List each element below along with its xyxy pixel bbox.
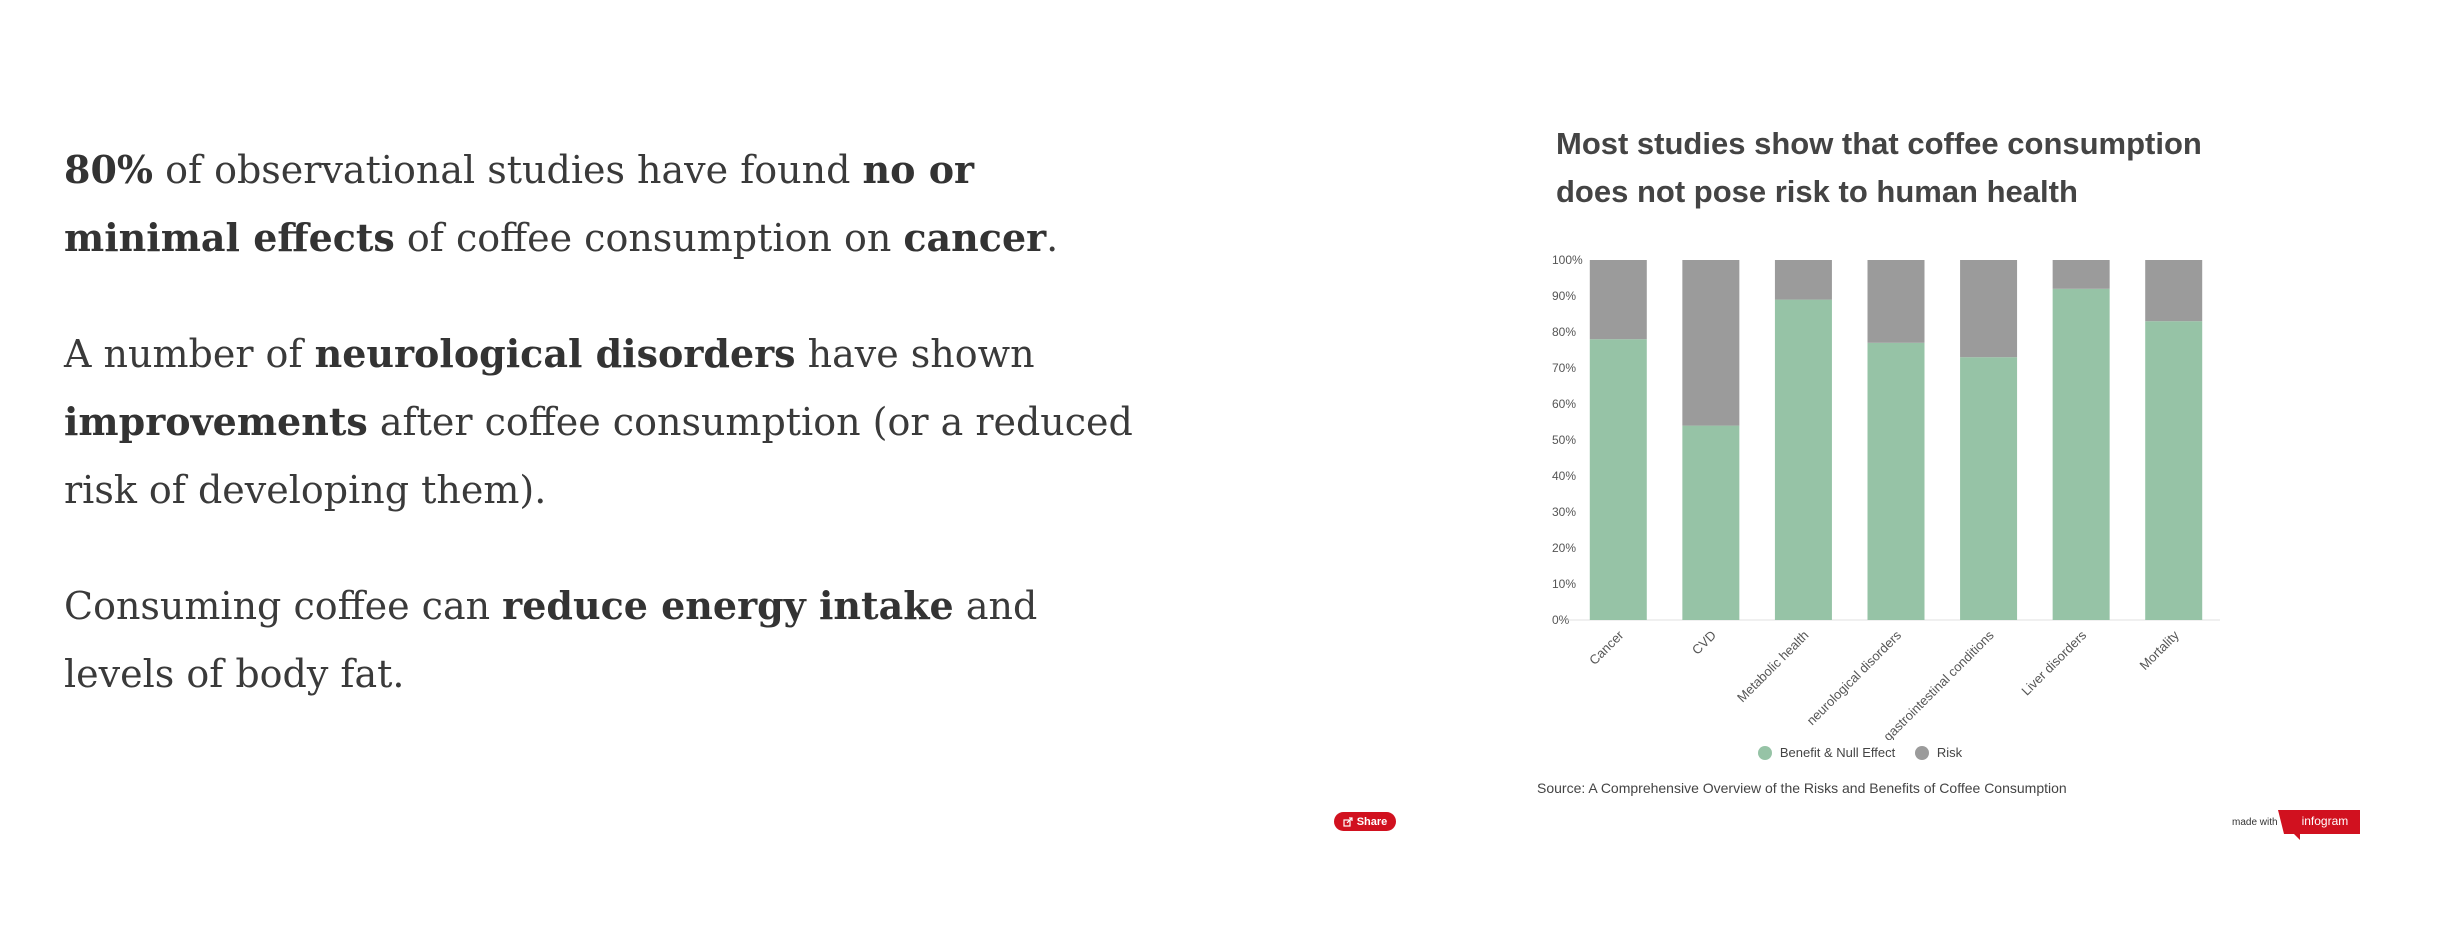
bold-text: cancer [903, 215, 1047, 260]
legend-item-benefit[interactable]: Benefit & Null Effect [1757, 745, 1896, 760]
y-tick-label: 60% [1552, 397, 1576, 411]
y-tick-label: 10% [1552, 577, 1576, 591]
chart-title: Most studies show that coffee consumptio… [1556, 126, 2202, 209]
bold-text: no or minimal effects [64, 147, 975, 260]
made-with-infogram-link[interactable]: made with infogram [2232, 810, 2361, 840]
text-run: and levels of body fat. [64, 584, 1038, 696]
x-tick-label: Metabolic health [1734, 628, 1812, 706]
x-tick-label: CVD [1689, 628, 1719, 658]
chart-legend: Benefit & Null Effect Risk [1500, 745, 2220, 763]
text-run: A number of [64, 332, 315, 376]
text-column: 80% of observational studies have found … [64, 136, 1144, 756]
y-tick-label: 100% [1552, 253, 1583, 267]
bar-benefit [1960, 357, 2018, 620]
bar-benefit [1774, 299, 1832, 620]
bar-risk [1867, 260, 1925, 343]
stacked-bar-chart: 0% 10% 20% 30% 40% 50% 60% 70% 80% 90% 100% Cancer C… [1552, 253, 2220, 740]
bold-text: 80% [64, 147, 153, 192]
chart-source: Source: A Comprehensive Overview of the … [1537, 780, 2067, 796]
legend-item-risk[interactable]: Risk [1914, 745, 1963, 760]
y-tick-label: 50% [1552, 433, 1576, 447]
legend-dot-benefit [1757, 745, 1772, 760]
text-run: have shown [795, 332, 1035, 376]
bar-risk [2052, 260, 2110, 289]
y-tick-label: 40% [1552, 469, 1576, 483]
bold-text: neurological disorders [314, 331, 796, 376]
share-button[interactable]: Share [1334, 812, 1396, 831]
text-run: . [1046, 216, 1059, 260]
x-tick-label: Cancer [1586, 627, 1627, 668]
bar-benefit [1682, 425, 1740, 620]
paragraph-cancer: 80% of observational studies have found … [64, 136, 1144, 272]
bar-risk [2145, 260, 2203, 322]
text-run: Consuming coffee can [64, 584, 503, 628]
share-icon [1343, 816, 1353, 827]
y-tick-label: 20% [1552, 541, 1576, 555]
y-tick-label: 90% [1552, 289, 1576, 303]
bold-text: improvements [64, 399, 368, 444]
bar-risk [1589, 260, 1647, 340]
bar-risk [1960, 260, 2018, 358]
y-tick-label: 70% [1552, 361, 1576, 375]
legend-label-risk: Risk [1936, 745, 1963, 760]
bar-risk [1682, 260, 1740, 426]
infogram-logo: infogram [2277, 810, 2361, 840]
chart-container: Most studies show that coffee consumptio… [1500, 120, 2220, 820]
text-run: of observational studies have found [153, 148, 863, 192]
bar-benefit [1867, 342, 1925, 620]
x-tick-label: neurological disorders [1804, 627, 1905, 728]
bar-benefit [1589, 339, 1647, 620]
y-tick-label: 80% [1552, 325, 1576, 339]
bar-benefit [2145, 321, 2203, 620]
y-tick-label: 0% [1552, 613, 1570, 627]
made-with-label: made with [2232, 816, 2278, 828]
x-tick-label: Liver disorders [2018, 627, 2089, 698]
x-tick-label: Mortality [2136, 627, 2182, 673]
legend-dot-risk [1914, 745, 1929, 760]
paragraph-neurological: A number of neurological disorders have … [64, 320, 1144, 524]
bold-text: reduce energy intake [502, 583, 954, 628]
share-label: Share [1356, 815, 1388, 828]
paragraph-energy: Consuming coffee can reduce energy intak… [64, 572, 1144, 708]
text-run: after coffee consumption (or a reduced r… [64, 400, 1133, 512]
bar-benefit [2052, 288, 2110, 620]
text-run: of coffee consumption on [394, 216, 904, 260]
legend-label-benefit: Benefit & Null Effect [1779, 745, 1896, 760]
bar-risk [1774, 260, 1832, 300]
y-tick-label: 30% [1552, 505, 1576, 519]
